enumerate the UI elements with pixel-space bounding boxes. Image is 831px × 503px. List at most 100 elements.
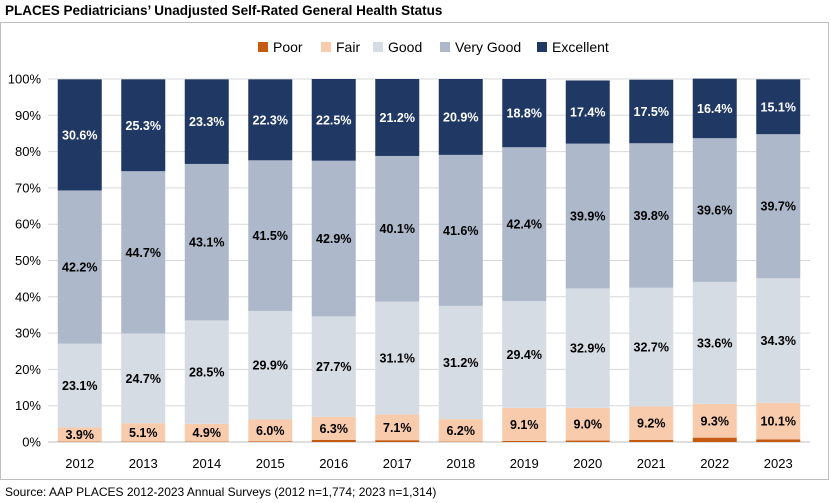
bar-segment-very-good: [311, 160, 356, 317]
bar-segment-excellent: [565, 80, 610, 144]
data-label: 6.0%: [256, 424, 285, 438]
x-tick-label: 2016: [319, 456, 348, 471]
bar-segment-poor: [756, 439, 801, 442]
legend-label: Excellent: [552, 39, 609, 55]
y-tick-label: 90%: [15, 108, 41, 123]
bar-segment-excellent: [375, 79, 420, 156]
data-label: 4.9%: [193, 426, 222, 440]
y-tick-label: 70%: [15, 180, 41, 195]
data-label: 22.3%: [253, 113, 288, 127]
data-label: 5.1%: [129, 426, 158, 440]
legend-label: Very Good: [455, 39, 521, 55]
data-label: 30.6%: [62, 128, 97, 142]
x-tick-label: 2019: [510, 456, 539, 471]
bar-segment-very-good: [184, 163, 229, 321]
legend-swatch: [258, 42, 268, 52]
x-tick-label: 2013: [129, 456, 158, 471]
data-label: 17.5%: [634, 105, 669, 119]
data-label: 18.8%: [507, 107, 542, 121]
bar-segment-very-good: [629, 143, 674, 288]
bar-segment-poor: [248, 441, 293, 442]
bar-segment-very-good: [502, 147, 547, 302]
bar-segment-excellent: [756, 79, 801, 135]
bar-segment-good: [502, 301, 547, 408]
bar-segment-good: [375, 301, 420, 415]
bar-segment-good: [629, 287, 674, 407]
data-label: 31.2%: [443, 356, 478, 370]
bar-segment-fair: [311, 416, 356, 440]
data-label: 23.3%: [189, 115, 224, 129]
bar-segment-fair: [502, 407, 547, 441]
x-tick-label: 2021: [637, 456, 666, 471]
data-label: 33.6%: [697, 336, 732, 350]
data-label: 39.6%: [697, 204, 732, 218]
bar-segment-good: [311, 316, 356, 417]
y-tick-label: 0%: [22, 435, 41, 450]
bar-segment-good: [121, 333, 166, 424]
legend-swatch: [373, 42, 383, 52]
x-tick-label: 2020: [573, 456, 602, 471]
bar-segment-fair: [438, 419, 483, 442]
x-tick-label: 2012: [65, 456, 94, 471]
data-label: 39.9%: [570, 210, 605, 224]
data-label: 39.8%: [634, 209, 669, 223]
data-label: 44.7%: [126, 246, 161, 260]
bar-segment-fair: [692, 403, 737, 438]
bar-segment-excellent: [184, 79, 229, 164]
bar-segment-very-good: [248, 160, 293, 311]
data-label: 6.2%: [447, 424, 476, 438]
x-tick-label: 2014: [192, 456, 221, 471]
bar-segment-very-good: [565, 143, 610, 289]
bar-segment-fair: [629, 406, 674, 440]
x-tick-label: 2023: [764, 456, 793, 471]
bar-segment-good: [184, 320, 229, 424]
bar-segment-excellent: [629, 79, 674, 144]
bar-segment-fair: [121, 423, 166, 442]
bar-segment-poor: [502, 440, 547, 442]
bar-segment-very-good: [121, 171, 166, 334]
data-label: 41.5%: [253, 229, 288, 243]
data-label: 40.1%: [380, 222, 415, 236]
chart-frame: [0, 22, 829, 480]
bar-segment-good: [565, 288, 610, 408]
data-label: 32.9%: [570, 342, 605, 356]
data-label: 17.4%: [570, 106, 605, 120]
data-label: 9.2%: [637, 417, 666, 431]
data-label: 16.4%: [697, 102, 732, 116]
data-label: 20.9%: [443, 110, 478, 124]
data-label: 6.3%: [320, 422, 349, 436]
bar-segment-very-good: [375, 155, 420, 302]
bar-segment-good: [438, 305, 483, 420]
data-label: 3.9%: [66, 428, 95, 442]
data-label: 39.7%: [761, 200, 796, 214]
data-label: 42.4%: [507, 218, 542, 232]
y-tick-label: 100%: [8, 72, 42, 87]
legend-label: Poor: [273, 39, 303, 55]
y-tick-label: 80%: [15, 144, 41, 159]
y-tick-label: 40%: [15, 289, 41, 304]
data-label: 9.3%: [701, 414, 730, 428]
source-note: Source: AAP PLACES 2012-2023 Annual Surv…: [5, 485, 437, 499]
bar-segment-poor: [565, 440, 610, 442]
bar-segment-excellent: [248, 79, 293, 161]
data-label: 41.6%: [443, 224, 478, 238]
y-tick-label: 20%: [15, 362, 41, 377]
data-label: 28.5%: [189, 366, 224, 380]
data-label: 32.7%: [634, 341, 669, 355]
data-label: 42.9%: [316, 232, 351, 246]
chart-title: PLACES Pediatricians’ Unadjusted Self-Ra…: [5, 3, 443, 18]
legend-label: Fair: [336, 39, 360, 55]
bar-segment-very-good: [692, 138, 737, 282]
x-tick-label: 2018: [446, 456, 475, 471]
data-label: 31.1%: [380, 351, 415, 365]
bar-segment-good: [57, 343, 102, 428]
bar-segment-poor: [311, 439, 356, 442]
x-tick-label: 2022: [700, 456, 729, 471]
bar-segment-poor: [375, 440, 420, 442]
bar-segment-very-good: [57, 190, 102, 344]
y-tick-label: 60%: [15, 217, 41, 232]
data-label: 9.0%: [574, 418, 603, 432]
data-label: 9.1%: [510, 418, 539, 432]
bar-segment-good: [756, 278, 801, 403]
